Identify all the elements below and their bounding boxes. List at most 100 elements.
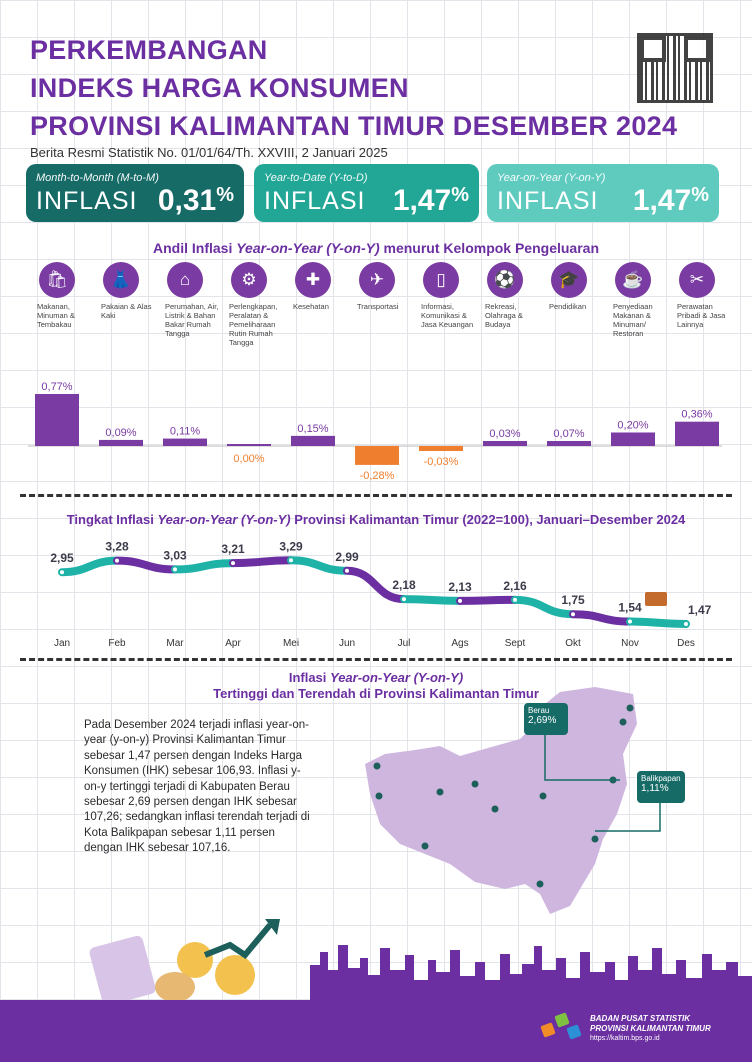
line-value-label: 2,95 (50, 551, 74, 565)
box-label: Year-on-Year (Y-on-Y) (497, 172, 606, 184)
bar-value-label: 0,36% (681, 409, 712, 421)
bar-value-label: 0,07% (553, 428, 584, 440)
line-segment (456, 595, 519, 605)
line-value-label: 3,29 (279, 539, 303, 553)
inflation-box-mtm: Month-to-Month (M-to-M) INFLASI 0,31% (26, 164, 244, 222)
month-tick-label: Des (677, 638, 695, 649)
tools-icon: ✂ (679, 262, 715, 298)
health-icon: ✚ (295, 262, 331, 298)
kaltim-map (365, 687, 637, 914)
line-point (231, 561, 235, 566)
map-subtitle: Tertinggi dan Terendah di Provinsi Kalim… (213, 686, 539, 701)
qr-code-icon[interactable] (637, 33, 713, 103)
category-label: Rekreasi, Olahraga & Budaya (485, 302, 523, 329)
bar-value-label: 0,11% (170, 426, 201, 438)
bar (675, 421, 719, 446)
city-markers (373, 704, 634, 888)
callout-berau-line (544, 735, 620, 781)
bar (99, 439, 143, 446)
title-line-3: PROVINSI KALIMANTAN TIMUR DESEMBER 2024 (30, 111, 678, 141)
money-illustration (89, 919, 280, 1005)
line-value-label: 3,03 (163, 548, 187, 562)
month-tick-label: Ags (451, 638, 468, 649)
box-value: 0,31% (157, 184, 234, 217)
line-segment (229, 556, 295, 568)
month-tick-label: Feb (108, 638, 126, 649)
cart-icon (645, 592, 667, 606)
month-tick-label: Okt (565, 638, 581, 649)
line-segment (343, 566, 408, 604)
line-point (173, 567, 177, 572)
bar (163, 438, 207, 446)
category-label: Perawatan Pribadi & Jasa Lainnya (677, 302, 726, 329)
recreation-icon: ⚽ (487, 262, 523, 298)
bar-value-label: 0,77% (41, 381, 72, 393)
bar (35, 394, 79, 446)
month-tick-label: Jul (398, 638, 411, 649)
bar (419, 446, 463, 451)
category-label: Kesehatan (293, 302, 329, 311)
summary-paragraph: Pada Desember 2024 terjadi inflasi year-… (84, 719, 310, 855)
line-value-label: 1,54 (618, 601, 642, 615)
bar-value-label: 0,09% (105, 427, 136, 439)
line-point (628, 619, 632, 624)
box-word: INFLASI (264, 187, 366, 215)
month-tick-label: Nov (621, 638, 639, 649)
inflation-box-yoy: Year-on-Year (Y-on-Y) INFLASI 1,47% (487, 164, 719, 222)
month-tick-label: Mar (166, 638, 184, 649)
andil-bar-chart: 0,77% 0,09% 0,11% 0,00% 0,15% -0,28% -0,03% 0,0… (28, 381, 722, 482)
category-label: Pendidikan (549, 302, 587, 311)
line-point (115, 558, 119, 563)
bar (291, 435, 335, 446)
line-point (458, 598, 462, 603)
month-tick-label: Apr (225, 638, 241, 649)
bar (483, 441, 527, 446)
box-value: 1,47% (392, 184, 469, 217)
line-value-label: 2,16 (503, 579, 527, 593)
month-tick-label: Jun (339, 638, 355, 649)
bar-value-label: 0,03% (489, 428, 520, 440)
line-segment (400, 595, 464, 605)
map-title: Inflasi Year-on-Year (Y-on-Y) (288, 670, 464, 685)
line-point (571, 612, 575, 617)
bar (227, 444, 271, 446)
month-tick-label: Mei (283, 638, 299, 649)
box-value: 1,47% (632, 184, 709, 217)
line-point (402, 597, 406, 602)
divider (20, 658, 732, 661)
category-label: Penyediaan Makanan & Minuman/ Restoran (613, 302, 653, 338)
line-point (345, 568, 349, 573)
house-icon: ⌂ (167, 262, 203, 298)
month-tick-label: Jan (54, 638, 70, 649)
callout-balikpapan-line (595, 803, 661, 832)
bar-value-label: 0,00% (233, 453, 264, 465)
bar-value-label: -0,28% (360, 470, 395, 482)
yoy-line-chart: 2,95 Jan 3,28 Feb 3,03 Mar 3,21 Apr 3,29 Mei 2,99 J… (50, 539, 711, 649)
line-value-label: 2,99 (335, 550, 359, 564)
footer-band (0, 1000, 752, 1062)
line-segment (511, 595, 577, 619)
clothing-icon: 👗 (103, 262, 139, 298)
line-point (513, 597, 517, 602)
category-label: Makanan, Minuman & Tembakau (37, 302, 75, 329)
bar-value-label: 0,20% (617, 419, 648, 431)
box-word: INFLASI (36, 187, 138, 215)
month-tick-label: Sept (505, 638, 526, 649)
line-value-label: 3,28 (105, 540, 129, 554)
line-value-label: 2,18 (392, 578, 416, 592)
bar (547, 441, 591, 446)
title-line-1: PERKEMBANGAN (30, 35, 268, 65)
bar-value-label: -0,03% (424, 456, 459, 468)
bar (355, 446, 399, 465)
category-label: Transportasi (357, 302, 399, 311)
line-segment (113, 556, 179, 574)
line-segment (171, 559, 237, 574)
line-segment (626, 617, 690, 628)
bps-logo-icon[interactable] (540, 1010, 586, 1044)
line-value-label: 2,13 (448, 580, 472, 594)
divider (20, 494, 732, 497)
line-segment (58, 556, 121, 577)
line-segment (569, 610, 634, 626)
box-word: INFLASI (497, 187, 599, 215)
phone-icon: ▯ (423, 262, 459, 298)
